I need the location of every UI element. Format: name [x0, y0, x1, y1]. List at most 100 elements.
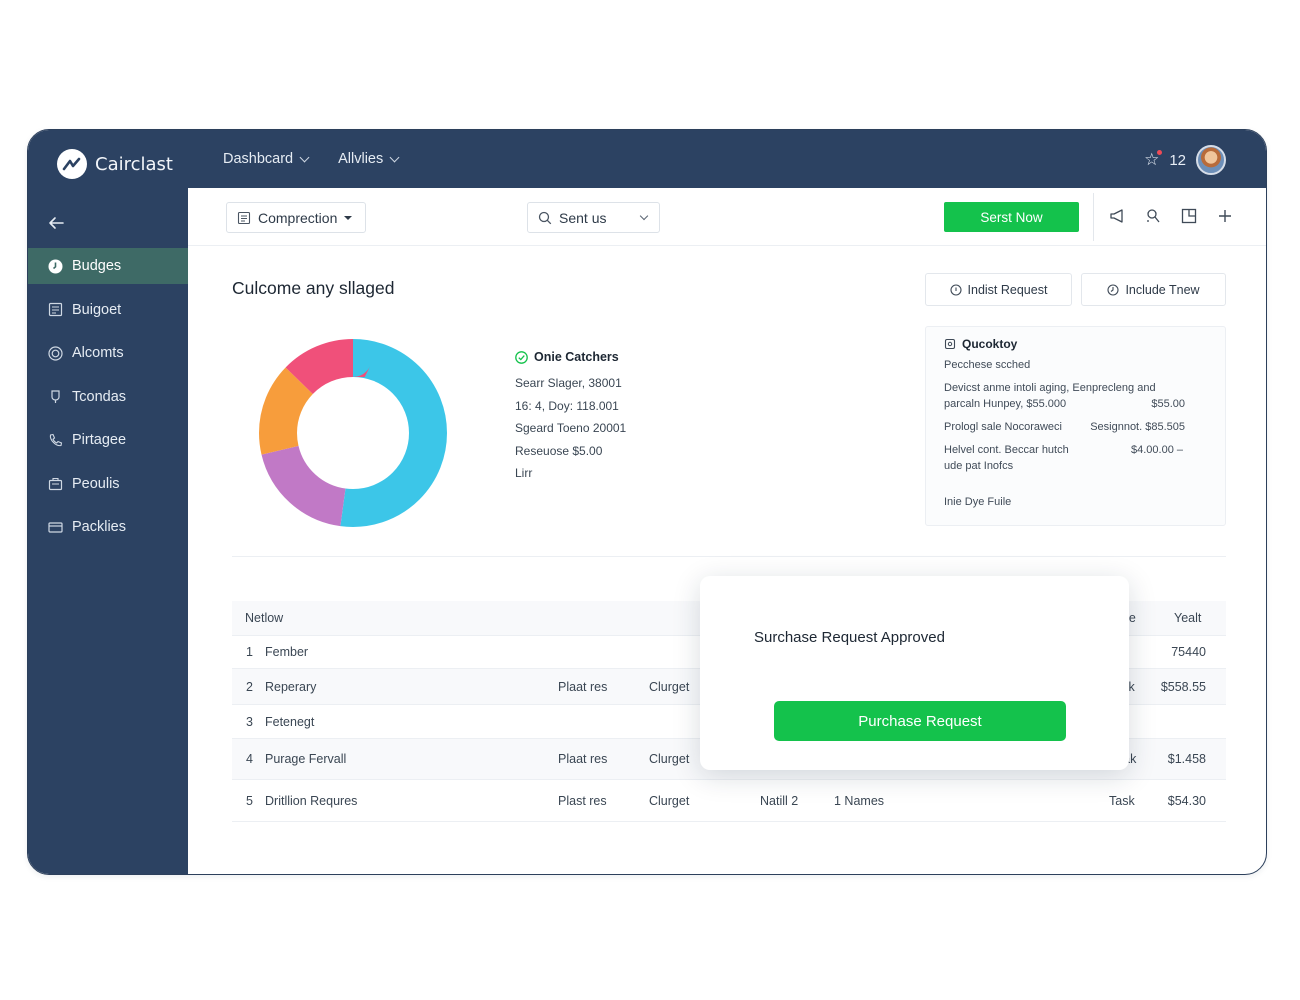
indist-request-button[interactable]: Indist Request — [925, 273, 1072, 306]
plus-icon[interactable] — [1216, 207, 1234, 225]
section-divider — [232, 556, 1226, 557]
star-notification-icon[interactable]: ☆ — [1144, 150, 1163, 170]
sidebar-item-tcondas[interactable]: Tcondas — [28, 379, 188, 415]
table-cell-num: 2 — [246, 679, 253, 694]
quick-panel-line: Pecchese scched — [944, 359, 1031, 371]
sidebar-item-label: Budges — [72, 258, 122, 274]
brand[interactable]: Cairclast — [57, 149, 173, 179]
table-cell-c1: Plaat res — [558, 679, 608, 694]
legend-title-text: Onie Catchers — [534, 350, 619, 364]
sidebar-item-budget[interactable]: Buigoet — [28, 292, 188, 328]
bag-icon — [48, 476, 63, 491]
modal-message: Surchase Request Approved — [754, 629, 945, 646]
nav-dashboard-label: Dashbcard — [223, 151, 294, 167]
table-cell-c3: Natill 2 — [760, 793, 799, 808]
table-cell-c2: Clurget — [649, 752, 690, 766]
legend-title: Onie Catchers — [515, 350, 626, 364]
table-cell-amount: 75440 — [1171, 645, 1206, 659]
back-arrow-icon[interactable] — [48, 214, 64, 235]
nav-activities[interactable]: Allvlies — [338, 151, 400, 167]
table-cell-amount: $1.458 — [1167, 752, 1206, 766]
table-cell-name: Reperary — [265, 679, 317, 694]
receipt-icon — [48, 302, 63, 317]
comprection-select[interactable]: Comprection — [226, 202, 366, 233]
legend-line: Sgeard Toeno 20001 — [515, 421, 627, 435]
avatar[interactable] — [1196, 145, 1226, 175]
legend-line: Lirr — [515, 466, 533, 480]
nav-dashboard[interactable]: Dashbcard — [223, 151, 310, 167]
chevron-down-icon — [639, 211, 649, 221]
sidebar-item-accounts[interactable]: Alcomts — [28, 335, 188, 371]
caret-down-icon — [344, 215, 353, 220]
clock-icon — [48, 259, 63, 274]
table-cell-num: 1 — [246, 645, 253, 659]
table-cell-name: Dritllion Requres — [265, 793, 358, 808]
legend-line: Reseuose $5.00 — [515, 443, 603, 458]
table-cell-name: Fetenegt — [265, 714, 315, 729]
table-cell-amount: $558.55 — [1160, 679, 1206, 694]
quick-panel-amount: $55.00 — [1151, 398, 1185, 410]
column-header-yealt[interactable]: Yealt — [1174, 611, 1202, 625]
top-bar: Cairclast Dashbcard Allvlies ☆ 12 — [28, 130, 1266, 188]
table-cell-c2: Clurget — [649, 793, 690, 808]
include-tnew-label: Include Tnew — [1125, 282, 1200, 297]
check-circle-icon — [515, 350, 528, 364]
table-cell-name: Fember — [265, 645, 309, 659]
table-cell-num: 4 — [246, 752, 253, 766]
top-right-controls: ☆ 12 — [1144, 145, 1226, 175]
donut-segment — [259, 339, 447, 527]
page-title: Culcome any sllaged — [232, 278, 395, 298]
quick-panel-title: Qucoktoy — [944, 337, 1207, 351]
sidebar-item-label: Packlies — [72, 519, 126, 535]
toolbar-icons — [1108, 207, 1234, 225]
chevron-down-icon — [389, 152, 400, 162]
nav-activities-label: Allvlies — [338, 151, 384, 167]
donut-segment — [259, 339, 447, 527]
quick-panel-line: Devicst anme intoli aging, Eenprecleng a… — [944, 382, 1156, 394]
sidebar-item-budges[interactable]: Budges — [28, 248, 188, 284]
sidebar-item-packlies[interactable]: Packlies — [28, 509, 188, 545]
table-cell-c1: Plast res — [558, 793, 607, 808]
donut-chart — [259, 339, 447, 527]
include-tnew-button[interactable]: Include Tnew — [1081, 273, 1226, 306]
info-circle-icon — [949, 283, 962, 296]
purchase-request-button[interactable]: Purchase Request — [774, 701, 1066, 741]
lock-icon — [944, 338, 956, 350]
table-cell-amount: $54.30 — [1167, 793, 1206, 808]
quick-panel-line: Helvel cont. Beccar hutch — [944, 444, 1069, 456]
quick-panel-title-text: Qucoktoy — [962, 337, 1018, 351]
table-cell-num: 5 — [246, 793, 253, 808]
table-cell-c4: 1 Names — [834, 793, 885, 808]
sidebar-item-peoulis[interactable]: Peoulis — [28, 466, 188, 502]
target-icon — [48, 345, 63, 361]
quick-panel-line: Inie Dye Fuile — [944, 496, 1012, 508]
quick-panel-line: parcaln Hunpey, $55.000 — [944, 398, 1067, 410]
send-now-button[interactable]: Serst Now — [944, 202, 1079, 232]
sidebar-list: Budges Buigoet Alcomts Tcondas Pirtagee … — [28, 248, 188, 553]
sidebar-item-pirtagee[interactable]: Pirtagee — [28, 422, 188, 458]
user-search-icon[interactable] — [1144, 207, 1162, 225]
donut-hole — [298, 378, 408, 488]
sidebar: Budges Buigoet Alcomts Tcondas Pirtagee … — [28, 188, 188, 874]
layout-icon[interactable] — [1180, 207, 1198, 225]
sidebar-item-label: Peoulis — [72, 475, 120, 492]
table-cell-type: Task — [1109, 793, 1135, 808]
table-row[interactable]: 5 Dritllion Requres Plast res Clurget Natill… — [232, 780, 1226, 822]
sidebar-item-label: Pirtagee — [72, 432, 127, 448]
quick-panel-entry: Prologl sale Nocoraweci Sesignnot. $85.5… — [944, 421, 1207, 433]
top-nav: Dashbcard Allvlies — [223, 151, 400, 167]
card-icon — [48, 520, 63, 535]
toolbar: Comprection Sent us Serst Now — [188, 188, 1266, 246]
chart-legend: Onie Catchers Searr Slager, 38001 16: 4,… — [515, 350, 626, 489]
search-select[interactable]: Sent us — [527, 202, 660, 233]
toolbar-divider — [1093, 193, 1094, 241]
megaphone-icon[interactable] — [1108, 207, 1126, 225]
comprection-select-label: Comprection — [258, 209, 338, 226]
sidebar-item-label: Alcomts — [72, 345, 124, 361]
table-cell-c2: Clurget — [649, 679, 690, 694]
column-header-name[interactable]: Netlow — [245, 611, 284, 625]
sidebar-item-label: Tcondas — [72, 388, 127, 405]
indist-request-label: Indist Request — [967, 282, 1048, 297]
table-cell-num: 3 — [246, 714, 253, 729]
approval-modal: Surchase Request Approved Purchase Reque… — [700, 576, 1129, 770]
